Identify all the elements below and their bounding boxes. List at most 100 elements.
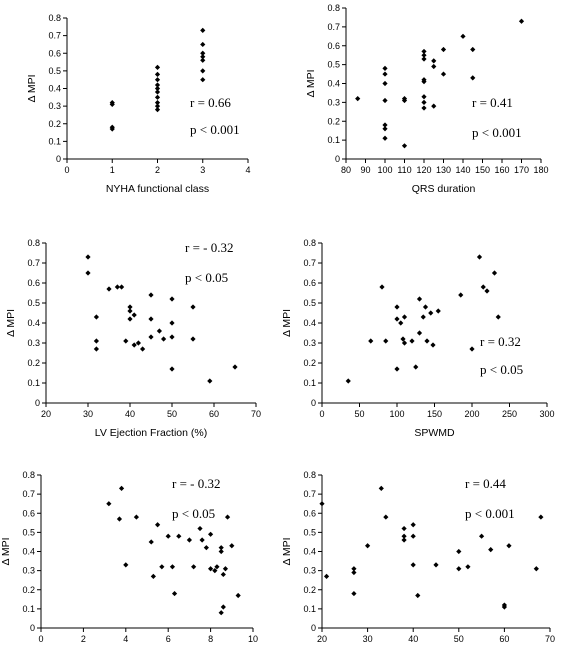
data-point bbox=[470, 75, 476, 81]
data-point bbox=[207, 378, 213, 384]
y-tick-label: 0.7 bbox=[327, 22, 340, 32]
data-point bbox=[401, 525, 407, 532]
data-point bbox=[355, 96, 361, 102]
chart-3: 0 0.1 0.2 0.3 0.4 0.5 0.6 0.7 0.8 20 30 40 50 60 70 Δ M… bbox=[5, 238, 261, 439]
data-point bbox=[159, 564, 165, 570]
data-point bbox=[401, 340, 408, 346]
y-tick-label: 0.1 bbox=[327, 135, 340, 145]
y-tick-label: 0.7 bbox=[303, 258, 316, 268]
x-tick-label: 90 bbox=[360, 165, 370, 175]
data-point bbox=[398, 320, 404, 326]
y-tick-label: 0 bbox=[56, 154, 61, 164]
x-tick-label: 60 bbox=[499, 634, 509, 644]
y-tick-label: 0.5 bbox=[303, 298, 316, 308]
y-tick-label: 0.6 bbox=[303, 508, 316, 518]
data-point bbox=[148, 334, 154, 340]
x-tick-label: 30 bbox=[363, 634, 373, 644]
data-point bbox=[382, 71, 388, 77]
data-point bbox=[430, 342, 436, 348]
x-tick-label: 0 bbox=[38, 634, 43, 644]
y-tick-label: 0.2 bbox=[303, 358, 316, 368]
data-point bbox=[365, 543, 371, 549]
data-point bbox=[476, 254, 483, 260]
data-point bbox=[416, 330, 423, 336]
data-point bbox=[140, 346, 146, 352]
y-axis-label: Δ MPI bbox=[0, 537, 12, 565]
data-point bbox=[106, 286, 112, 292]
y-tick-label: 0.5 bbox=[48, 66, 61, 76]
x-tick-label: 120 bbox=[416, 165, 431, 175]
data-point bbox=[154, 64, 161, 70]
x-tick-label: 20 bbox=[41, 409, 51, 419]
data-point bbox=[154, 107, 161, 113]
data-point bbox=[382, 97, 388, 104]
data-point bbox=[109, 101, 115, 107]
y-tick-label: 0.3 bbox=[303, 566, 316, 576]
data-point bbox=[131, 312, 137, 318]
correlation-annotation: r = 0.32 bbox=[480, 334, 521, 349]
data-point bbox=[131, 342, 137, 348]
p-value-annotation: p < 0.05 bbox=[480, 362, 523, 377]
y-tick-label: 0 bbox=[311, 398, 316, 408]
x-tick-label: 160 bbox=[494, 165, 509, 175]
y-tick-label: 0.7 bbox=[27, 258, 40, 268]
y-tick-label: 0.5 bbox=[327, 60, 340, 70]
y-tick-label: 0.1 bbox=[22, 604, 35, 614]
y-tick-label: 0.2 bbox=[48, 119, 61, 129]
data-point bbox=[200, 77, 206, 83]
data-point bbox=[171, 590, 178, 597]
y-tick-label: 0.2 bbox=[22, 585, 35, 595]
data-point bbox=[484, 288, 490, 294]
data-point bbox=[383, 338, 389, 344]
data-point bbox=[133, 514, 139, 520]
data-point bbox=[154, 89, 161, 95]
data-point bbox=[200, 54, 206, 60]
y-tick-label: 0.6 bbox=[27, 278, 40, 288]
data-point bbox=[460, 33, 466, 39]
data-point bbox=[488, 546, 494, 553]
data-point bbox=[123, 338, 129, 344]
y-tick-label: 0.8 bbox=[327, 3, 340, 13]
x-tick-label: 8 bbox=[208, 634, 213, 644]
chart-4: 0 0.1 0.2 0.3 0.4 0.5 0.6 0.7 0.8 0 50 100 150 200 250… bbox=[281, 238, 555, 439]
data-point bbox=[93, 314, 99, 320]
data-point bbox=[456, 566, 462, 572]
data-point bbox=[218, 545, 224, 551]
y-tick-label: 0.4 bbox=[327, 79, 340, 89]
data-point bbox=[382, 65, 388, 71]
data-point bbox=[420, 314, 426, 320]
x-tick-label: 200 bbox=[464, 409, 479, 419]
data-point bbox=[169, 334, 175, 340]
data-point bbox=[479, 533, 485, 539]
data-point bbox=[218, 548, 224, 555]
data-point bbox=[169, 296, 175, 302]
data-point bbox=[169, 366, 175, 372]
data-point bbox=[154, 71, 161, 77]
data-point bbox=[232, 364, 238, 370]
y-tick-label: 0.8 bbox=[48, 13, 61, 23]
data-point bbox=[383, 514, 389, 520]
y-tick-label: 0.8 bbox=[303, 238, 316, 248]
p-value-annotation: p < 0.05 bbox=[185, 270, 228, 285]
x-axis-label: SPWMD bbox=[414, 427, 455, 439]
x-tick-label: 40 bbox=[408, 634, 418, 644]
data-point bbox=[435, 308, 441, 314]
x-tick-label: 100 bbox=[377, 165, 392, 175]
data-point bbox=[382, 135, 388, 141]
data-point bbox=[433, 562, 439, 568]
data-point bbox=[191, 564, 197, 570]
data-point bbox=[379, 284, 385, 290]
data-point bbox=[401, 533, 407, 539]
y-tick-label: 0.3 bbox=[48, 101, 61, 111]
data-point bbox=[410, 533, 416, 539]
y-tick-label: 0 bbox=[30, 623, 35, 633]
data-point bbox=[200, 68, 206, 74]
data-point bbox=[127, 304, 133, 310]
y-tick-label: 0.7 bbox=[22, 489, 35, 499]
y-tick-label: 0.4 bbox=[22, 547, 35, 557]
data-point bbox=[421, 94, 427, 100]
data-point bbox=[200, 41, 206, 48]
y-tick-label: 0.5 bbox=[27, 298, 40, 308]
data-point bbox=[154, 100, 161, 106]
data-point bbox=[421, 79, 427, 85]
